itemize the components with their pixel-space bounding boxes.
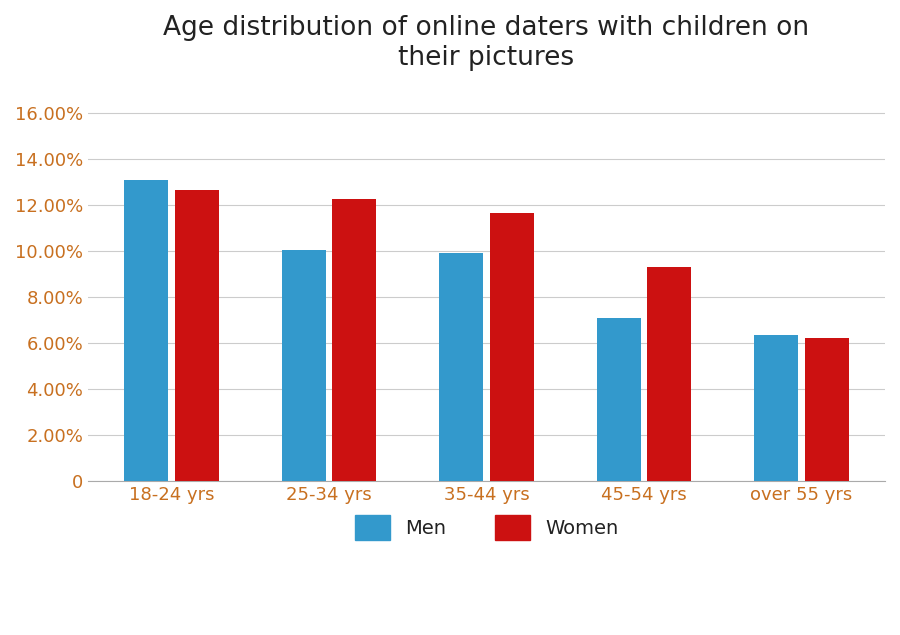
Bar xyxy=(754,335,798,481)
Title: Age distribution of online daters with children on
their pictures: Age distribution of online daters with c… xyxy=(164,15,810,71)
Legend: Men, Women: Men, Women xyxy=(345,505,628,550)
Bar xyxy=(282,250,326,481)
Bar xyxy=(490,213,534,481)
Bar xyxy=(124,180,168,481)
Bar xyxy=(647,267,691,481)
Bar xyxy=(175,190,219,481)
Bar xyxy=(597,318,641,481)
Bar xyxy=(439,253,483,481)
Bar xyxy=(805,338,849,481)
Bar xyxy=(332,199,376,481)
